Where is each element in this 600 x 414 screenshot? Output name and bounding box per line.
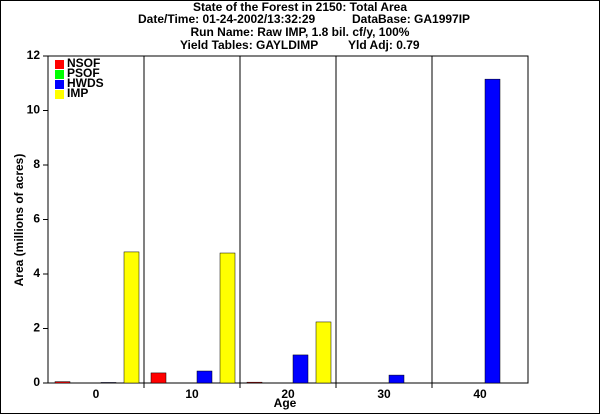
subtitle: Run Name: Raw IMP, 1.8 bil. cf/y, 100% <box>191 25 410 39</box>
bar <box>292 354 309 384</box>
x-tick-label: 10 <box>185 387 199 401</box>
chart-title: State of the Forest in 2150: Total Area <box>193 0 407 14</box>
y-tick-label: 10 <box>27 103 41 117</box>
x-tick-label: 30 <box>377 387 391 401</box>
subtitle: DataBase: GA1997IP <box>352 12 470 26</box>
legend-label: HWDS <box>67 76 104 90</box>
subtitle: Yield Tables: GAYLDIMP <box>180 38 318 52</box>
bar <box>123 251 140 384</box>
x-tick-label: 0 <box>93 387 100 401</box>
subtitle: Yld Adj: 0.79 <box>348 38 420 52</box>
legend-swatch <box>55 80 64 89</box>
bar <box>246 381 263 384</box>
bar <box>54 381 71 384</box>
y-tick-label: 6 <box>33 212 40 226</box>
subtitle: Date/Time: 01-24-2002/13:32:29 <box>138 12 316 26</box>
y-tick-label: 0 <box>33 375 40 389</box>
x-tick-label: 20 <box>281 387 295 401</box>
y-tick-label: 8 <box>33 157 40 171</box>
legend-swatch <box>55 70 64 79</box>
y-tick-label: 2 <box>33 321 40 335</box>
y-tick-label: 4 <box>33 266 40 280</box>
y-tick-label: 12 <box>27 48 41 62</box>
bar <box>315 321 332 384</box>
x-axis-label: Age <box>274 396 297 410</box>
legend-swatch <box>55 60 64 69</box>
bar <box>196 370 213 384</box>
legend-label: IMP <box>67 86 88 100</box>
legend-label: PSOF <box>67 66 100 80</box>
bar <box>388 374 405 384</box>
x-tick-label: 40 <box>473 387 487 401</box>
legend-swatch <box>55 90 64 99</box>
bar <box>484 78 501 384</box>
bar <box>219 252 236 384</box>
bar <box>100 382 117 384</box>
y-axis-label: Area (millions of acres) <box>12 154 26 287</box>
bar <box>150 372 167 384</box>
legend-label: NSOF <box>67 56 100 70</box>
